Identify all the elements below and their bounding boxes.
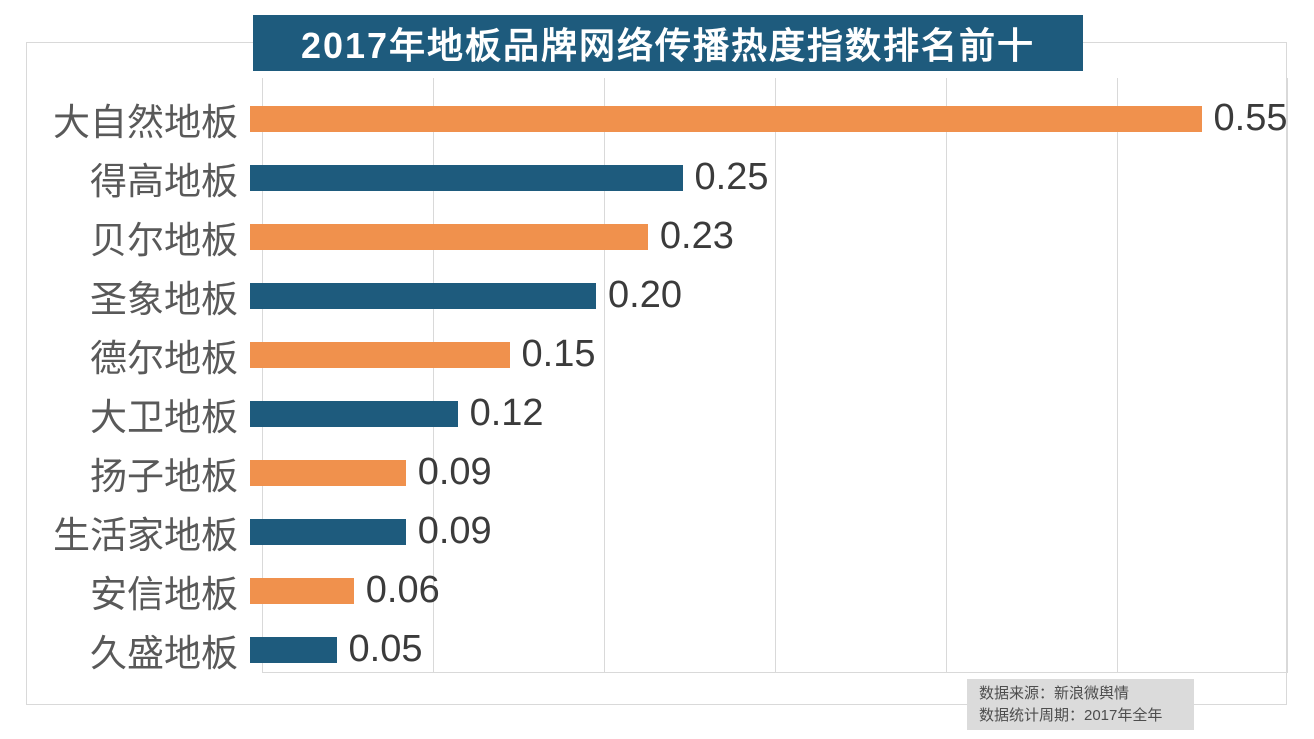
category-label: 贝尔地板 <box>90 219 238 261</box>
bar-rows: 大自然地板 0.55 得高地板 0.25 贝尔地板 0.23 圣象地板 0.20… <box>27 89 1288 679</box>
bar <box>250 341 510 368</box>
value-label: 0.23 <box>659 215 734 257</box>
bar-row: 安信地板 0.06 <box>27 561 1288 620</box>
category-label: 安信地板 <box>90 573 238 615</box>
source-note: 数据来源：新浪微舆情 数据统计周期：2017年全年 <box>967 679 1194 730</box>
bar-row: 久盛地板 0.05 <box>27 620 1288 679</box>
period-line: 数据统计周期：2017年全年 <box>979 707 1163 724</box>
bar-track: 0.23 <box>250 207 1288 266</box>
bar-row: 贝尔地板 0.23 <box>27 207 1288 266</box>
bar <box>250 164 683 191</box>
bar <box>250 105 1202 132</box>
value-label: 0.25 <box>694 156 769 198</box>
chart-title: 2017年地板品牌网络传播热度指数排名前十 <box>253 15 1083 71</box>
value-label: 0.15 <box>521 333 596 375</box>
gridline <box>1117 78 1118 672</box>
bar <box>250 459 406 486</box>
bar <box>250 577 354 604</box>
category-label: 生活家地板 <box>53 514 238 556</box>
gridline <box>775 78 776 672</box>
bar <box>250 636 337 663</box>
category-label: 大卫地板 <box>90 396 238 438</box>
source-line: 数据来源：新浪微舆情 <box>979 685 1130 702</box>
x-axis-line <box>262 672 1288 673</box>
bar-track: 0.55 <box>250 89 1288 148</box>
bar-track: 0.09 <box>250 443 1288 502</box>
value-label: 0.05 <box>348 628 423 670</box>
bar-row: 大自然地板 0.55 <box>27 89 1288 148</box>
category-label: 久盛地板 <box>90 632 238 674</box>
bar-track: 0.12 <box>250 384 1288 443</box>
bar-track: 0.06 <box>250 561 1288 620</box>
bar-track: 0.15 <box>250 325 1288 384</box>
gridline <box>1287 78 1288 672</box>
bar-track: 0.25 <box>250 148 1288 207</box>
bar-track: 0.09 <box>250 502 1288 561</box>
gridline <box>945 78 947 672</box>
bar-row: 大卫地板 0.12 <box>27 384 1288 443</box>
gridline <box>262 78 263 672</box>
category-label: 圣象地板 <box>90 278 238 320</box>
gridline <box>603 78 605 672</box>
value-label: 0.06 <box>365 569 440 611</box>
bar-row: 德尔地板 0.15 <box>27 325 1288 384</box>
bar <box>250 282 596 309</box>
bar-track: 0.20 <box>250 266 1288 325</box>
gridline <box>432 78 434 672</box>
bar-row: 圣象地板 0.20 <box>27 266 1288 325</box>
category-label: 扬子地板 <box>90 455 238 497</box>
bar <box>250 400 458 427</box>
bar-row: 得高地板 0.25 <box>27 148 1288 207</box>
value-label: 0.09 <box>417 510 492 552</box>
category-label: 得高地板 <box>90 160 238 202</box>
bar-row: 生活家地板 0.09 <box>27 502 1288 561</box>
value-label: 0.09 <box>417 451 492 493</box>
category-label: 大自然地板 <box>53 101 238 143</box>
bar <box>250 223 648 250</box>
bar-row: 扬子地板 0.09 <box>27 443 1288 502</box>
chart-frame <box>26 42 1287 705</box>
bar-track: 0.05 <box>250 620 1288 679</box>
value-label: 0.55 <box>1213 97 1288 139</box>
bar <box>250 518 406 545</box>
value-label: 0.12 <box>469 392 544 434</box>
category-label: 德尔地板 <box>90 337 238 379</box>
value-label: 0.20 <box>608 274 682 316</box>
plot-grid <box>262 78 1288 672</box>
